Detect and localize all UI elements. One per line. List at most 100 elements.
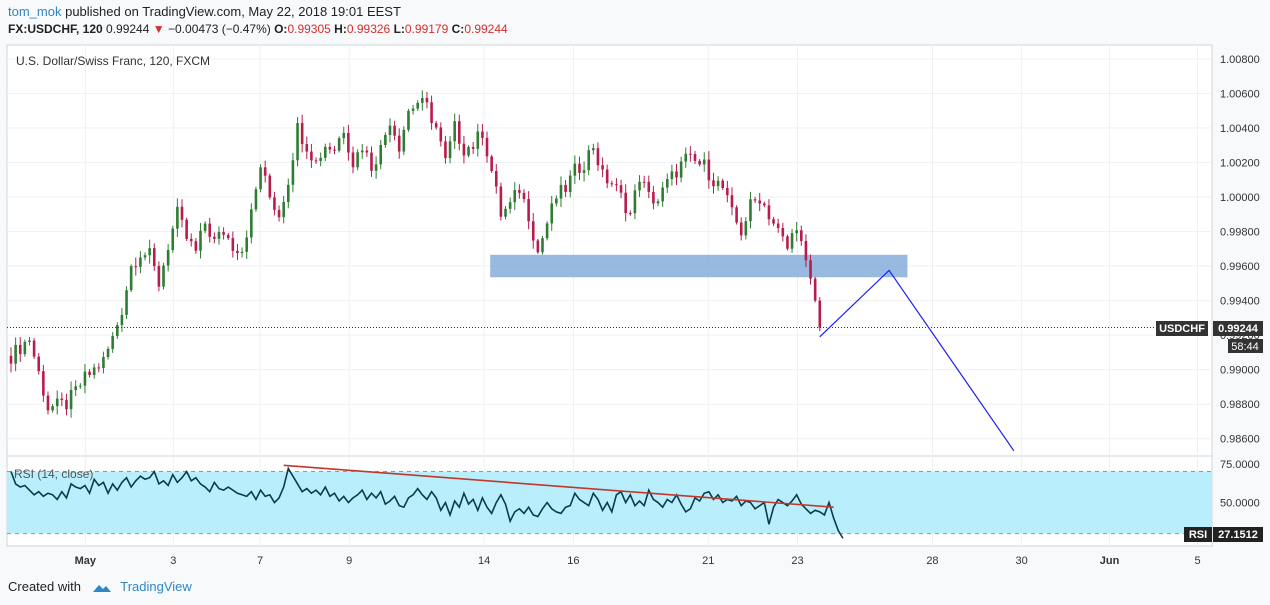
candle-body <box>462 143 466 156</box>
candle-body <box>767 205 771 220</box>
candle-body <box>402 129 406 152</box>
candle-body <box>582 170 586 173</box>
candle-body <box>471 147 475 149</box>
svg-text:0.99244: 0.99244 <box>1218 323 1259 335</box>
price-axis[interactable]: 0.986000.988000.990000.992000.994000.996… <box>1220 54 1260 446</box>
candle-body <box>485 137 489 157</box>
candle-body <box>370 152 373 171</box>
high-value: 0.99326 <box>346 22 391 36</box>
candle-body <box>550 203 554 224</box>
candle-body <box>628 213 632 215</box>
price-pane[interactable] <box>6 44 1213 457</box>
candle-body <box>139 257 142 267</box>
candle-body <box>684 153 688 162</box>
candle-body <box>647 181 651 192</box>
candle-body <box>601 165 604 170</box>
price-tick-label: 1.00600 <box>1220 88 1260 100</box>
candle-body <box>795 230 798 234</box>
candle-body <box>245 237 249 252</box>
candle-body <box>739 222 743 236</box>
price-tick-label: 0.99600 <box>1220 261 1260 273</box>
candle-body <box>254 189 258 210</box>
candle-body <box>120 314 124 326</box>
candle-body <box>781 227 785 237</box>
candle-body <box>513 190 517 203</box>
candle-body <box>721 180 725 188</box>
time-tick-label: 5 <box>1194 555 1200 567</box>
candle-body <box>716 180 720 187</box>
candle-body <box>587 150 591 171</box>
candle-body <box>693 154 697 161</box>
candle-body <box>467 147 470 156</box>
candle-body <box>222 232 225 235</box>
candle-body <box>213 236 216 239</box>
chart-area[interactable]: 0.986000.988000.990000.992000.994000.996… <box>0 40 1270 573</box>
candle-body <box>69 390 73 410</box>
candle-body <box>411 108 415 111</box>
price-tick-label: 1.00200 <box>1220 157 1260 169</box>
candle-body <box>231 238 235 251</box>
candle-body <box>481 131 484 138</box>
candle-body <box>360 150 364 153</box>
time-tick-label: 30 <box>1015 555 1027 567</box>
time-tick-label: 28 <box>926 555 938 567</box>
footer: Created with TradingView <box>8 579 192 594</box>
down-triangle-icon: ▼ <box>152 22 165 36</box>
candle-body <box>772 219 775 224</box>
candle-body <box>679 161 683 178</box>
candle-body <box>203 223 207 231</box>
rsi-band-fill <box>7 471 1212 534</box>
candle-body <box>14 344 17 364</box>
candle-body <box>111 336 114 349</box>
rsi-trendline <box>283 464 834 509</box>
time-tick-label: 9 <box>346 555 352 567</box>
tradingview-link[interactable]: TradingView <box>120 579 192 594</box>
candle-body <box>522 192 526 200</box>
candle-body <box>652 191 655 204</box>
candle-body <box>185 219 188 239</box>
candle-body <box>508 202 512 209</box>
candle-body <box>809 260 812 279</box>
candle-body <box>786 236 789 249</box>
candle-body <box>476 131 480 149</box>
candle-body <box>143 255 147 258</box>
candle-body <box>430 102 433 124</box>
candle-body <box>804 241 808 261</box>
candle-body <box>310 151 313 161</box>
candle-body <box>83 371 87 386</box>
price-tick-label: 1.00000 <box>1220 192 1260 204</box>
candle-body <box>333 149 336 151</box>
candle-body <box>397 135 401 152</box>
candle-body <box>106 348 110 357</box>
price-tick-label: 0.98800 <box>1220 399 1260 411</box>
candle-body <box>799 230 803 242</box>
candle-body <box>568 175 572 192</box>
candle-body <box>226 234 230 239</box>
candle-body <box>776 223 780 228</box>
candle-body <box>642 181 646 183</box>
price-tick-label: 0.99000 <box>1220 365 1260 377</box>
candle-body <box>180 206 184 220</box>
candle-body <box>444 141 447 159</box>
low-label: L: <box>393 22 405 36</box>
candle-body <box>347 132 350 153</box>
candle-body <box>23 341 27 355</box>
candle-body <box>60 398 64 401</box>
candle-body <box>730 195 734 208</box>
candle-body <box>689 153 692 155</box>
candle-body <box>296 123 299 161</box>
rsi-axis[interactable]: 50.0000 75.0000 <box>1220 459 1260 510</box>
candle-body <box>596 148 600 166</box>
chart-title: U.S. Dollar/Swiss Franc, 120, FXCM <box>16 54 210 68</box>
candle-body <box>499 186 503 217</box>
price-tick-label: 0.99400 <box>1220 296 1260 308</box>
candle-body <box>749 199 752 222</box>
rsi-tick-label: 50.0000 <box>1220 498 1260 510</box>
rsi-title: RSI (14, close) <box>14 467 93 481</box>
author-link[interactable]: tom_mok <box>8 4 62 19</box>
time-tick-label: 23 <box>791 555 803 567</box>
candle-body <box>744 221 748 236</box>
time-axis[interactable]: May 3 7 9 14 16 21 23 28 30 Jun 5 <box>75 555 1201 567</box>
candle-body <box>134 266 138 268</box>
close-value: 0.99244 <box>464 22 508 36</box>
